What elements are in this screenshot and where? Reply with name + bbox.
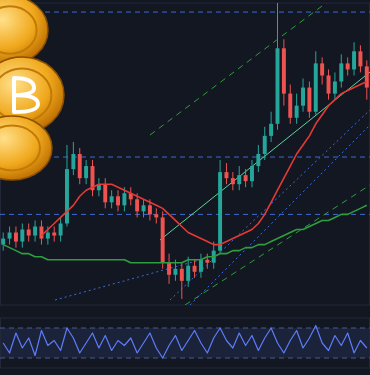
candle-body xyxy=(65,169,69,223)
candle-body xyxy=(199,260,203,272)
candle-body xyxy=(263,136,267,154)
candle-body xyxy=(314,63,318,111)
candle-body xyxy=(161,217,165,262)
candle-body xyxy=(307,88,311,112)
series-line xyxy=(41,82,366,245)
chart-svg xyxy=(0,0,370,375)
pane-1 xyxy=(0,318,370,368)
candle-body xyxy=(365,66,369,87)
candle-body xyxy=(84,166,88,178)
coin-rim xyxy=(0,68,51,121)
series-line xyxy=(3,326,367,359)
trend-line xyxy=(55,260,200,300)
candle-body xyxy=(116,196,120,205)
candle-body xyxy=(167,263,171,275)
candle-body xyxy=(295,106,299,118)
candle-body xyxy=(148,205,152,214)
coin-rim xyxy=(0,126,40,171)
candle-body xyxy=(327,75,331,93)
candle-body xyxy=(1,239,5,245)
candle-body xyxy=(20,230,24,242)
page: {"chart_data": [ {"type": "candlestick",… xyxy=(0,0,370,375)
candle-body xyxy=(154,214,158,217)
candle-body xyxy=(78,154,82,178)
coin-stack xyxy=(0,0,64,180)
coin-rim xyxy=(0,6,37,54)
data-group xyxy=(3,326,367,359)
candle-body xyxy=(14,233,18,242)
candle-body xyxy=(103,184,107,202)
candle-body xyxy=(135,199,139,211)
candle-body xyxy=(8,233,12,239)
candle-body xyxy=(110,196,114,202)
candle-body xyxy=(33,226,37,235)
grid-line xyxy=(0,358,370,359)
candle-body xyxy=(256,154,260,166)
candle-body xyxy=(301,88,305,106)
candle-body xyxy=(333,82,337,94)
candle-body xyxy=(231,178,235,184)
candle-body xyxy=(205,260,209,263)
candle-body xyxy=(142,205,146,211)
grid-line xyxy=(0,12,370,13)
pane-0 xyxy=(0,0,370,305)
candle-body xyxy=(186,266,190,281)
candle-body xyxy=(193,266,197,272)
candle-body xyxy=(59,223,63,235)
grid-line xyxy=(0,214,370,215)
candle-body xyxy=(122,193,126,205)
background xyxy=(0,0,370,375)
candle-body xyxy=(39,226,43,238)
candle-body xyxy=(320,63,324,75)
candle-body xyxy=(237,175,241,184)
candle-body xyxy=(218,172,222,251)
trend-line xyxy=(150,3,330,135)
candle-body xyxy=(269,124,273,136)
coin xyxy=(0,0,48,64)
candle-body xyxy=(250,166,254,181)
grid-line xyxy=(0,157,370,158)
candle-body xyxy=(358,51,362,66)
candle-body xyxy=(346,63,350,69)
coin xyxy=(0,116,52,180)
candle-body xyxy=(224,172,228,178)
candle-body xyxy=(244,175,248,181)
coin-symbol xyxy=(14,78,38,112)
candle-body xyxy=(71,154,75,169)
data-group xyxy=(1,3,370,305)
candle-body xyxy=(52,233,56,236)
candle-body xyxy=(180,269,184,281)
series-line xyxy=(3,205,367,262)
plot-frame xyxy=(1,318,370,368)
candle-body xyxy=(173,269,177,275)
candle-body xyxy=(276,48,280,124)
candle-body xyxy=(352,51,356,69)
candle-body xyxy=(46,233,50,239)
candle-body xyxy=(339,63,343,81)
candle-body xyxy=(288,94,292,118)
candle-body xyxy=(27,230,31,236)
candle-body xyxy=(282,48,286,93)
plot-frame xyxy=(1,3,370,305)
